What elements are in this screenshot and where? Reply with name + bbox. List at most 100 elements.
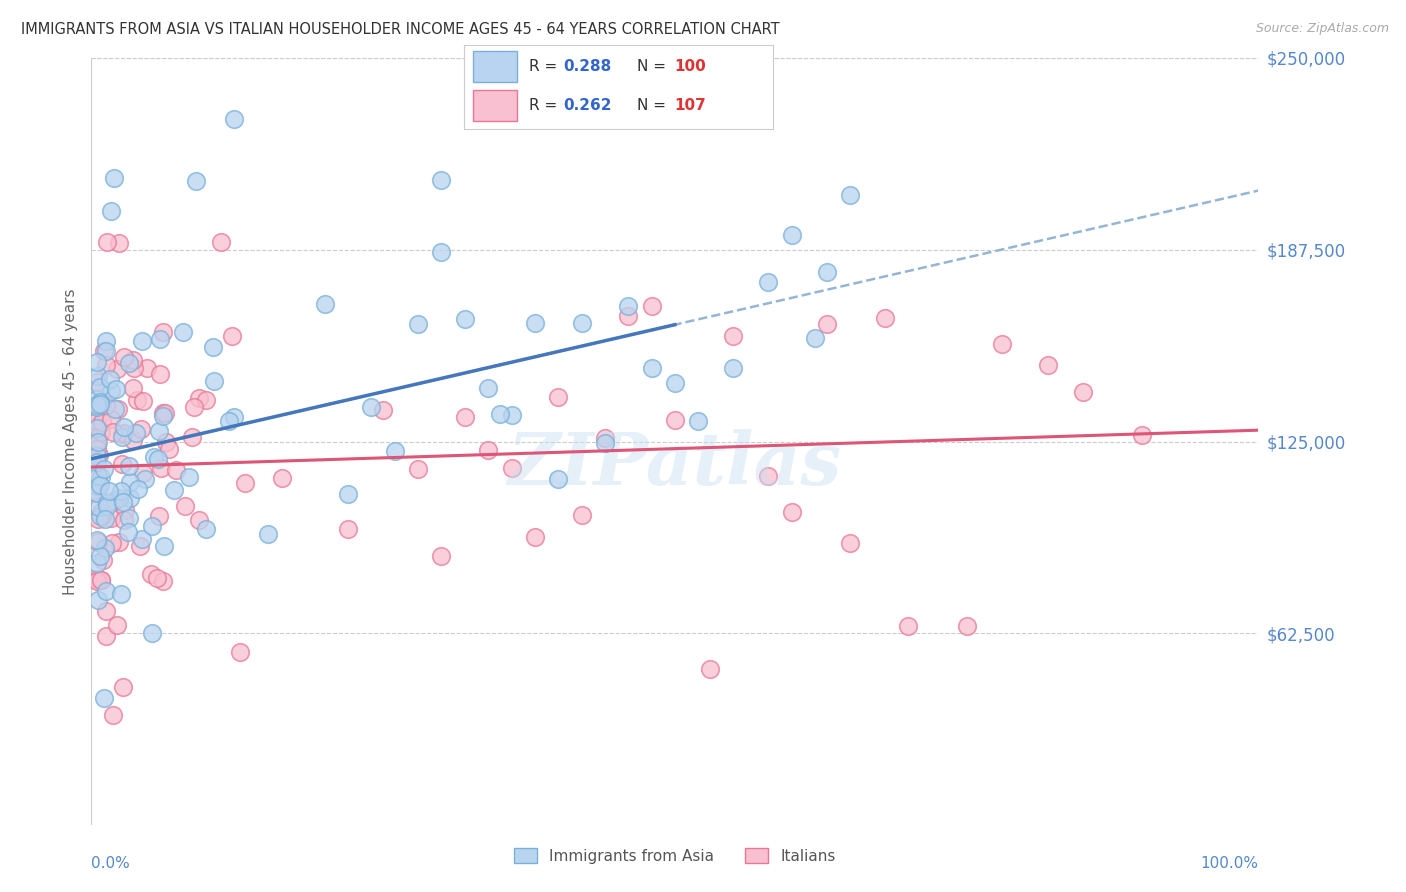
Point [406, 317, 429, 331]
Point [98, 372, 121, 386]
Point [96, 499, 118, 513]
Point [229, 644, 252, 658]
Point [547, 391, 569, 405]
Point [96, 334, 118, 348]
Point [86, 469, 108, 483]
Text: R =: R = [529, 98, 562, 113]
Point [86, 421, 108, 435]
Point [105, 618, 128, 632]
Point [90, 509, 112, 524]
Point [94, 629, 117, 643]
Point [146, 452, 169, 467]
Point [90, 469, 112, 483]
Point [87, 449, 110, 463]
Point [101, 425, 124, 440]
Point [90, 505, 112, 519]
Point [688, 414, 710, 428]
Point [86, 556, 108, 570]
Point [990, 337, 1012, 351]
Point [118, 475, 141, 490]
Point [86, 414, 108, 428]
Point [114, 503, 136, 517]
Point [105, 383, 128, 397]
Point [122, 433, 145, 447]
Point [371, 402, 394, 417]
Point [110, 587, 132, 601]
Point [233, 475, 256, 490]
Point [90, 573, 112, 587]
Point [756, 275, 779, 289]
Point [103, 493, 125, 508]
Point [194, 522, 217, 536]
Point [141, 567, 163, 582]
Bar [474, 90, 516, 120]
Point [143, 450, 166, 465]
Point [501, 460, 523, 475]
Point [131, 532, 153, 546]
Text: N =: N = [637, 59, 671, 74]
Point [547, 472, 569, 486]
Point [125, 426, 148, 441]
Text: Source: ZipAtlas.com: Source: ZipAtlas.com [1256, 22, 1389, 36]
Point [1130, 427, 1153, 442]
Point [91, 415, 114, 429]
Point [107, 402, 129, 417]
Point [96, 496, 118, 510]
Point [523, 316, 546, 330]
Point [188, 513, 211, 527]
Point [108, 535, 131, 549]
Point [384, 443, 406, 458]
Point [100, 411, 122, 425]
Point [271, 471, 294, 485]
Point [188, 391, 211, 405]
Point [406, 461, 429, 475]
Point [86, 478, 108, 492]
Point [162, 483, 184, 498]
Text: ZIPatlas: ZIPatlas [508, 429, 842, 500]
Point [640, 299, 662, 313]
Point [94, 604, 117, 618]
Point [723, 360, 745, 375]
Point [112, 419, 135, 434]
Point [314, 296, 336, 310]
Point [122, 360, 145, 375]
Point [117, 525, 139, 540]
Point [86, 574, 108, 588]
Point [477, 442, 499, 457]
Point [98, 483, 121, 498]
Point [454, 409, 477, 424]
Point [222, 112, 245, 127]
Point [94, 541, 117, 556]
Point [148, 509, 170, 524]
Point [104, 402, 127, 417]
Point [152, 409, 174, 423]
Point [149, 367, 172, 381]
Point [179, 469, 201, 483]
Point [146, 570, 169, 584]
Point [108, 491, 131, 505]
Point [122, 353, 145, 368]
Point [489, 407, 512, 421]
Point [86, 572, 108, 586]
Point [86, 486, 108, 500]
Point [118, 491, 141, 506]
Point [221, 329, 243, 343]
Y-axis label: Householder Income Ages 45 - 64 years: Householder Income Ages 45 - 64 years [62, 288, 77, 595]
Point [337, 522, 360, 536]
Point [87, 500, 110, 515]
Point [112, 680, 135, 694]
Point [804, 331, 827, 345]
Point [153, 405, 176, 419]
Point [87, 512, 110, 526]
Point [86, 398, 108, 412]
Text: 100: 100 [675, 59, 706, 74]
Point [153, 539, 176, 553]
Point [838, 536, 860, 550]
Point [184, 174, 207, 188]
Point [165, 463, 187, 477]
Point [90, 425, 112, 439]
Point [94, 512, 117, 526]
Point [699, 662, 721, 676]
Point [96, 344, 118, 359]
Point [121, 381, 143, 395]
